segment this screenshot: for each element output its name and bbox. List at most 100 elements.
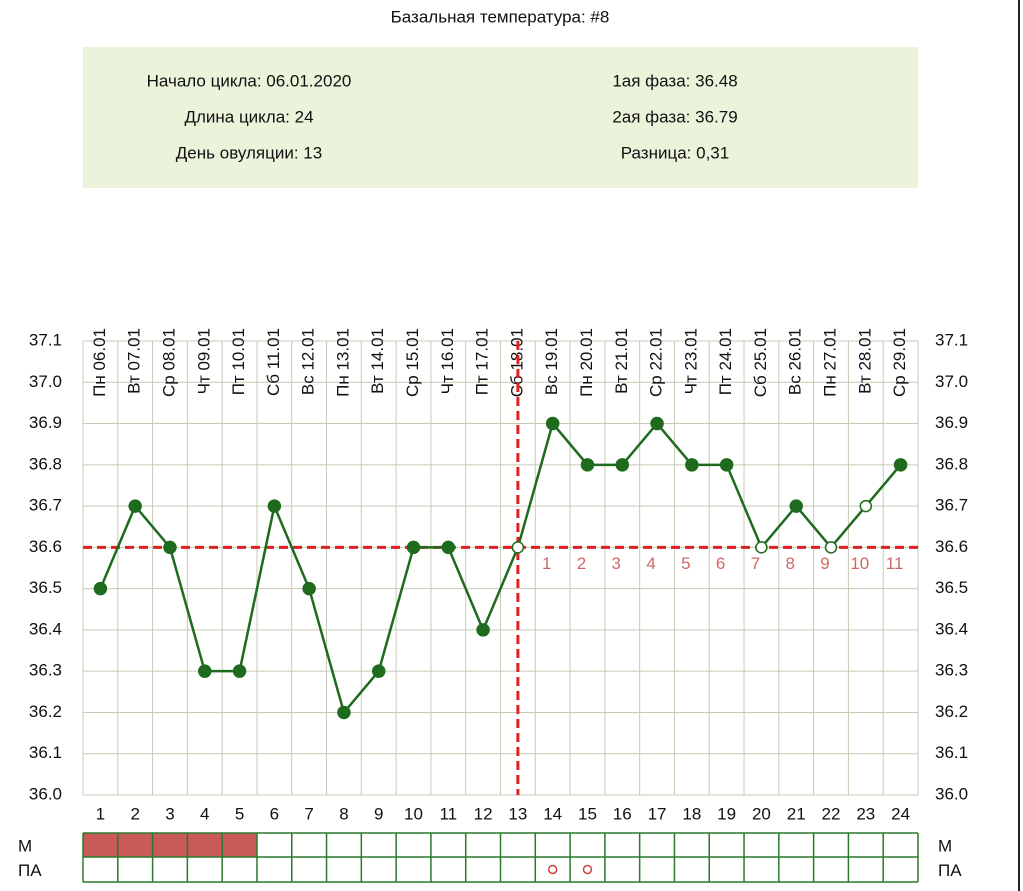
y-tick-label: 36.5 [29, 578, 62, 597]
phase-day-label: 6 [716, 554, 725, 573]
x-tick-label: 11 [439, 804, 457, 823]
data-point [163, 540, 177, 555]
phase-day-label: 1 [542, 554, 551, 573]
y-tick-label: 36.0 [29, 784, 62, 803]
date-label: Вс 12.01 [299, 328, 318, 395]
date-label: Сб 11.01 [264, 328, 283, 396]
x-tick-label: 22 [822, 804, 841, 823]
date-label: Пн 13.01 [333, 328, 352, 397]
data-point [650, 416, 664, 431]
x-tick-label: 13 [508, 804, 527, 823]
date-label: Пт 10.01 [229, 328, 248, 395]
y-tick-label-right: 36.7 [935, 496, 968, 515]
data-point [198, 664, 212, 678]
phase-day-label: 11 [886, 554, 904, 573]
x-tick-label: 5 [235, 804, 244, 823]
y-tick-label: 36.9 [29, 413, 62, 432]
data-point [824, 541, 838, 554]
phase-day-label: 8 [785, 554, 794, 573]
x-tick-label: 7 [304, 804, 313, 823]
x-tick-label: 4 [200, 804, 209, 823]
info-text: Начало цикла: 06.01.2020 [147, 71, 352, 90]
data-point [545, 416, 560, 431]
x-tick-label: 10 [404, 804, 423, 823]
y-tick-label: 36.8 [29, 454, 62, 473]
x-tick-label: 17 [648, 804, 667, 823]
m-cell [117, 833, 153, 857]
x-tick-label: 8 [339, 804, 348, 823]
date-label: Ср 29.01 [890, 328, 909, 397]
x-tick-label: 24 [891, 804, 910, 823]
date-label: Чт 09.01 [194, 328, 213, 394]
data-point [267, 499, 282, 513]
y-tick-label-right: 36.3 [935, 661, 968, 680]
y-tick-label: 37.0 [29, 372, 62, 391]
date-label: Ср 22.01 [647, 328, 666, 397]
data-point [893, 458, 908, 472]
info-text: 1ая фаза: 36.48 [612, 71, 737, 90]
y-tick-label-right: 36.5 [935, 578, 968, 597]
x-tick-label: 21 [787, 804, 806, 823]
info-text: Разница: 0,31 [621, 143, 729, 162]
y-tick-label-right: 37.1 [935, 330, 968, 349]
m-cell [187, 833, 223, 857]
data-point [580, 458, 595, 472]
y-tick-label-right: 36.1 [935, 743, 968, 762]
y-tick-label: 36.1 [29, 743, 62, 762]
x-tick-label: 6 [270, 804, 279, 823]
row-label: М [18, 836, 32, 855]
y-tick-label: 36.2 [29, 702, 62, 721]
data-point [441, 540, 456, 555]
data-point [128, 499, 142, 513]
info-text: Длина цикла: 24 [184, 107, 313, 126]
phase-day-label: 9 [820, 554, 829, 573]
y-tick-label: 37.1 [29, 330, 62, 349]
date-label: Пн 06.01 [90, 328, 109, 397]
y-tick-label-right: 36.4 [935, 619, 968, 638]
date-label: Пн 27.01 [821, 328, 840, 397]
row-label: ПА [938, 861, 962, 880]
date-label: Вс 19.01 [542, 328, 561, 395]
date-label: Вт 07.01 [125, 328, 144, 394]
info-box [83, 47, 918, 188]
row-label: ПА [18, 861, 42, 880]
y-tick-label: 36.6 [29, 537, 62, 556]
x-tick-label: 1 [96, 804, 105, 823]
date-label: Пт 24.01 [716, 328, 735, 395]
y-tick-label-right: 36.0 [935, 784, 968, 803]
data-point [615, 458, 630, 472]
phase-day-label: 10 [850, 554, 869, 573]
data-point [476, 623, 490, 637]
y-tick-label-right: 36.6 [935, 537, 968, 556]
y-tick-label: 36.3 [29, 661, 62, 680]
x-tick-label: 12 [474, 804, 493, 823]
m-cell [83, 833, 118, 857]
data-point [406, 540, 421, 555]
pa-mark [547, 864, 558, 875]
y-tick-label-right: 36.9 [935, 413, 968, 432]
date-label: Сб 25.01 [751, 328, 770, 397]
phase-day-label: 2 [577, 554, 586, 573]
x-tick-label: 15 [578, 804, 597, 823]
x-tick-label: 9 [374, 804, 383, 823]
m-cell [152, 833, 188, 857]
phase-day-label: 3 [612, 554, 621, 573]
m-cell [222, 833, 257, 857]
phase-day-label: 5 [681, 554, 690, 573]
x-tick-label: 19 [717, 804, 736, 823]
date-label: Пн 20.01 [577, 328, 596, 397]
data-point [93, 581, 108, 596]
x-tick-label: 16 [613, 804, 632, 823]
date-label: Вс 26.01 [786, 328, 805, 395]
x-tick-label: 3 [165, 804, 174, 823]
row-label: М [938, 836, 952, 855]
y-tick-label: 36.4 [29, 619, 62, 638]
x-tick-label: 23 [856, 804, 875, 823]
y-tick-label-right: 37.0 [935, 372, 968, 391]
date-label: Вт 28.01 [855, 328, 874, 394]
pa-mark [582, 864, 593, 875]
data-point [755, 541, 768, 554]
date-label: Вт 21.01 [612, 328, 631, 394]
info-text: День овуляции: 13 [176, 143, 322, 162]
